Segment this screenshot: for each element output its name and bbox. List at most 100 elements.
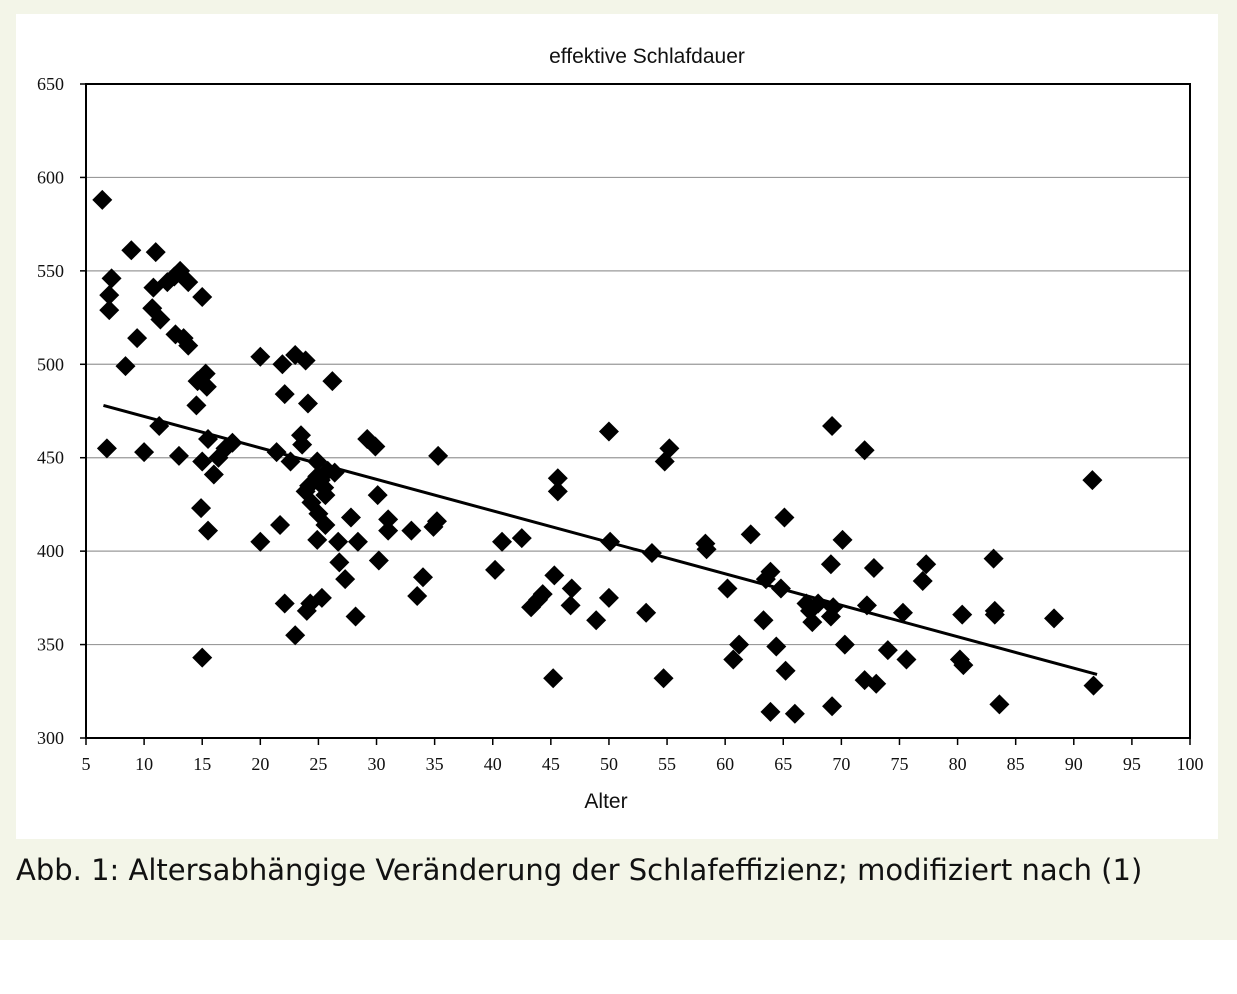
data-point [784, 703, 805, 724]
data-point [407, 585, 428, 606]
data-point [311, 587, 332, 608]
data-point [485, 559, 506, 580]
x-tick-label: 70 [832, 754, 850, 774]
data-point [1083, 675, 1104, 696]
data-point [1044, 608, 1065, 629]
data-point [296, 600, 317, 621]
x-tick-label: 25 [309, 754, 327, 774]
data-point [832, 529, 853, 550]
data-point [274, 384, 295, 405]
data-point [547, 468, 568, 489]
data-point [984, 604, 1005, 625]
x-tick-label: 50 [600, 754, 618, 774]
data-point [723, 649, 744, 670]
data-point [1082, 470, 1103, 491]
data-point [99, 300, 120, 321]
data-point [270, 514, 291, 535]
data-point [426, 511, 447, 532]
figure-frame: 300 350 400 450 500 550 600 650 5 10 15 20 25 30 35 40 4… [0, 0, 1237, 940]
data-point [822, 415, 843, 436]
figure-caption: Abb. 1: Altersabhängige Veränderung der … [16, 853, 1143, 887]
trend-line [103, 403, 1098, 676]
data-point [192, 647, 213, 668]
data-point [315, 514, 336, 535]
grid-lines [86, 176, 1190, 646]
data-point [96, 438, 117, 459]
data-point [365, 436, 386, 457]
x-tick-label: 40 [484, 754, 502, 774]
data-point [492, 531, 513, 552]
x-axis-title: Alter [584, 790, 627, 813]
data-point [428, 445, 449, 466]
data-point [820, 554, 841, 575]
data-point [598, 587, 619, 608]
x-tick-label: 60 [716, 754, 734, 774]
data-point [168, 445, 189, 466]
data-point [560, 595, 581, 616]
data-point [192, 451, 213, 472]
data-point [598, 421, 619, 442]
data-point [101, 268, 122, 289]
data-point [368, 550, 389, 571]
data-point [345, 606, 366, 627]
data-point [511, 528, 532, 549]
data-point [121, 240, 142, 261]
data-point [877, 640, 898, 661]
x-tick-label: 80 [949, 754, 967, 774]
data-point [989, 694, 1010, 715]
data-point [586, 610, 607, 631]
data-point [186, 395, 207, 416]
data-point [543, 668, 564, 689]
data-point [760, 701, 781, 722]
chart-panel: 300 350 400 450 500 550 600 650 5 10 15 20 25 30 35 40 4… [16, 14, 1218, 839]
data-point [729, 634, 750, 655]
data-point [740, 524, 761, 545]
x-tick-label: 75 [890, 754, 908, 774]
x-tick-label: 45 [542, 754, 560, 774]
data-point [335, 569, 356, 590]
data-point [178, 272, 199, 293]
data-point [307, 529, 328, 550]
data-point [178, 335, 199, 356]
data-point [198, 520, 219, 541]
data-point [659, 438, 680, 459]
data-point [636, 602, 657, 623]
data-point [766, 636, 787, 657]
data-points [92, 189, 1104, 724]
y-tick-label: 550 [37, 261, 64, 281]
data-point [250, 531, 271, 552]
x-tick-label: 95 [1123, 754, 1141, 774]
data-point [866, 673, 887, 694]
axis-ticks: 300 350 400 450 500 550 600 650 5 10 15 20 25 30 35 40 4… [37, 74, 1204, 774]
data-point [92, 189, 113, 210]
data-point [896, 649, 917, 670]
data-point [892, 602, 913, 623]
data-point [150, 309, 171, 330]
data-point [378, 509, 399, 530]
x-tick-label: 65 [774, 754, 792, 774]
data-point [802, 612, 823, 633]
data-point [295, 350, 316, 371]
x-tick-label: 100 [1177, 754, 1204, 774]
data-point [192, 287, 213, 308]
data-point [532, 584, 553, 605]
data-point [916, 554, 937, 575]
data-point [329, 552, 350, 573]
data-point [775, 660, 796, 681]
y-tick-label: 450 [37, 448, 64, 468]
data-point [952, 604, 973, 625]
data-point [274, 593, 295, 614]
data-point [760, 561, 781, 582]
data-point [547, 481, 568, 502]
data-point [297, 393, 318, 414]
data-point [145, 242, 166, 263]
y-tick-label: 300 [37, 728, 64, 748]
x-tick-label: 85 [1007, 754, 1025, 774]
data-point [196, 376, 217, 397]
x-tick-label: 10 [135, 754, 153, 774]
data-point [134, 442, 155, 463]
y-tick-label: 500 [37, 354, 64, 374]
data-point [413, 567, 434, 588]
y-tick-label: 600 [37, 167, 64, 187]
data-point [127, 328, 148, 349]
